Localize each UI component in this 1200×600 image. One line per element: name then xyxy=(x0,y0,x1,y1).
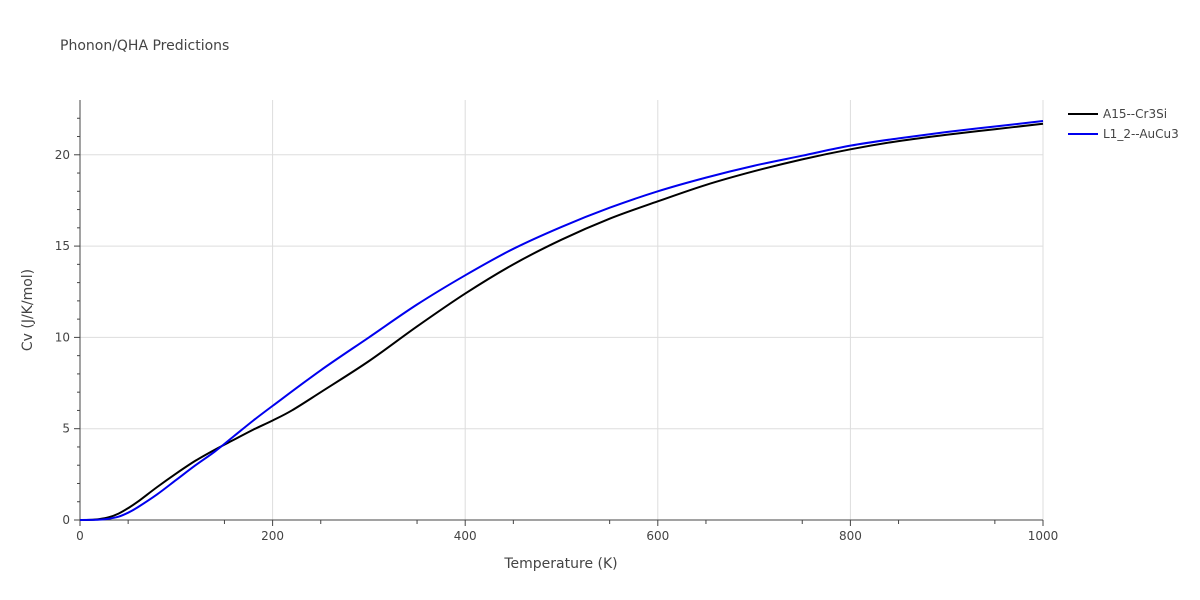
grid xyxy=(80,100,1044,520)
y-tick-label: 15 xyxy=(55,239,70,253)
series-line-1 xyxy=(79,120,1044,521)
plot-area xyxy=(79,120,1044,521)
x-tick-label: 800 xyxy=(839,529,862,543)
legend-item-0[interactable]: A15--Cr3Si xyxy=(1068,107,1167,121)
x-tick-label: 1000 xyxy=(1028,529,1059,543)
axes xyxy=(74,100,1044,526)
legend[interactable]: A15--Cr3Si L1_2--AuCu3 xyxy=(1068,107,1179,141)
y-tick-label: 20 xyxy=(55,148,70,162)
x-axis-label: Temperature (K) xyxy=(503,556,617,572)
legend-label: A15--Cr3Si xyxy=(1103,107,1167,121)
x-tick-label: 400 xyxy=(454,529,477,543)
x-tick-label: 600 xyxy=(646,529,669,543)
y-tick-label: 10 xyxy=(55,330,70,344)
y-tick-label: 0 xyxy=(62,513,70,527)
y-axis-label: Cv (J/K/mol) xyxy=(20,269,36,351)
tick-labels: 0 200 400 600 800 1000 0 5 10 15 20 xyxy=(55,148,1059,543)
legend-label: L1_2--AuCu3 xyxy=(1103,127,1179,141)
x-tick-label: 0 xyxy=(76,529,84,543)
series-line-0 xyxy=(79,122,1044,521)
chart-title: Phonon/QHA Predictions xyxy=(60,38,229,54)
x-tick-label: 200 xyxy=(261,529,284,543)
y-tick-label: 5 xyxy=(62,422,70,436)
legend-item-1[interactable]: L1_2--AuCu3 xyxy=(1068,127,1179,141)
